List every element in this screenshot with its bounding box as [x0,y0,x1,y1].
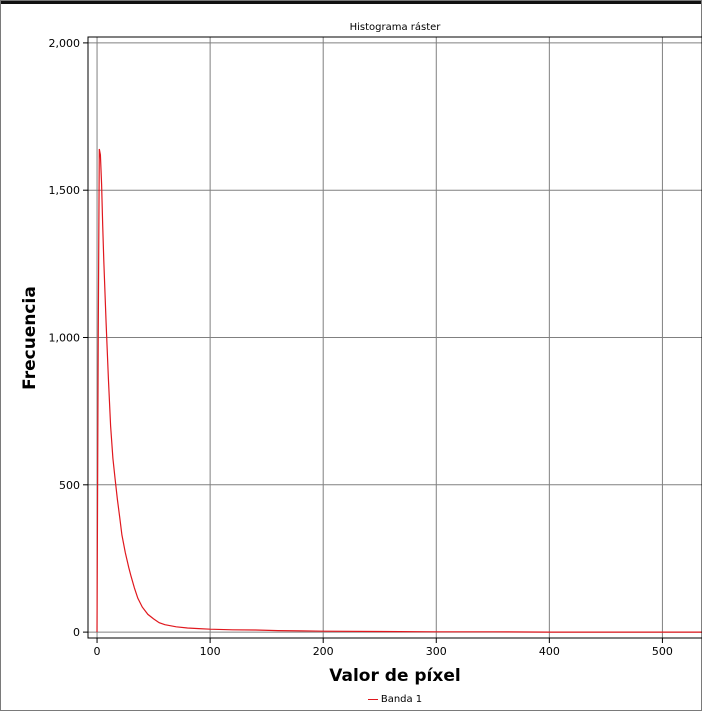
x-tick-label: 0 [94,645,101,658]
frame-top-border [1,1,701,4]
y-tick-label: 1,500 [49,184,81,197]
x-tick-label: 400 [539,645,560,658]
legend-swatch [367,698,378,700]
x-axis-title: Valor de píxel [329,666,461,686]
legend-label: Banda 1 [380,694,423,705]
chart-title: Histograma ráster [349,22,441,33]
y-tick-label: 2,000 [49,37,81,50]
y-tick-label: 0 [73,626,80,639]
x-tick-label: 300 [426,645,447,658]
x-tick-label: 100 [200,645,221,658]
x-tick-label: 500 [652,645,673,658]
y-axis-title: Frecuencia [20,286,40,390]
y-tick-label: 500 [59,479,80,492]
series-line [96,148,702,633]
legend: Banda 1 [88,694,702,705]
plot-border [87,36,702,639]
x-tick-label: 200 [313,645,334,658]
y-tick-label: 1,000 [49,332,81,345]
